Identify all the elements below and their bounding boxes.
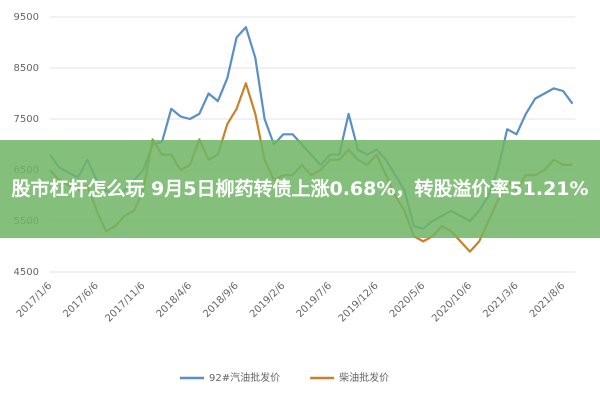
x-tick-label: 2020/10/6 [430, 280, 474, 324]
x-tick-label: 2019/7/6 [295, 280, 335, 320]
y-tick-label: 8500 [14, 63, 39, 74]
x-tick-label: 2018/4/6 [155, 280, 195, 320]
x-tick-label: 2019/12/6 [337, 280, 381, 324]
legend-label: 柴油批发价 [339, 371, 389, 384]
x-tick-label: 2017/1/6 [15, 280, 55, 320]
x-tick-label: 2018/9/6 [201, 280, 241, 320]
x-tick-label: 2017/6/6 [61, 280, 101, 320]
legend-label: 92#汽油批发价 [209, 371, 280, 384]
x-tick-label: 2020/5/6 [388, 280, 428, 320]
headline-banner: 股市杠杆怎么玩 9月5日柳药转债上涨0.68%，转股溢价率51.21% [0, 140, 600, 238]
x-tick-label: 2017/11/6 [104, 280, 148, 324]
y-tick-label: 4500 [14, 267, 39, 278]
y-tick-label: 9500 [14, 12, 39, 23]
x-tick-label: 2019/2/6 [248, 280, 288, 320]
x-tick-label: 2021/3/6 [481, 280, 521, 320]
headline[interactable]: 股市杠杆怎么玩 9月5日柳药转债上涨0.68%，转股溢价率51.21% [11, 178, 589, 200]
y-tick-label: 7500 [14, 114, 39, 125]
x-tick-label: 2021/8/6 [528, 280, 568, 320]
